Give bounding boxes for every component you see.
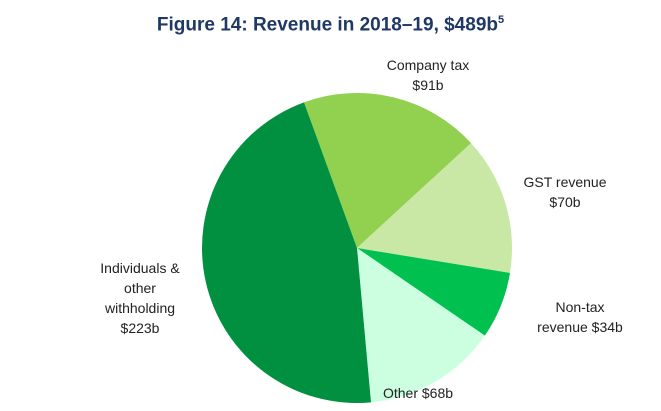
pie-slice — [357, 248, 485, 403]
slice-label: Non-tax revenue $34b — [533, 297, 628, 337]
value-label: $91b — [412, 77, 444, 93]
value-label: $70b — [549, 194, 581, 210]
slice-label: GST revenue $70b — [518, 172, 613, 212]
pie-slice — [357, 143, 512, 273]
value-label: $68b — [421, 385, 454, 401]
category-label: Other — [382, 385, 418, 401]
title-superscript: 5 — [498, 14, 505, 26]
value-label: $223b — [120, 320, 160, 336]
value-label: $34b — [591, 319, 623, 335]
category-label: Individuals & other withholding — [100, 260, 180, 316]
slice-label: Company tax $91b — [382, 55, 474, 95]
chart-title: Figure 14: Revenue in 2018–19, $489b5 — [0, 14, 661, 36]
pie-slice — [201, 102, 372, 404]
category-label: Company tax — [386, 57, 470, 73]
slice-label: Individuals & other withholding $223b — [93, 258, 188, 338]
slice-label: Other $68b — [358, 383, 478, 403]
title-text: Figure 14: Revenue in 2018–19, $489b — [156, 14, 498, 36]
category-label: GST revenue — [523, 174, 607, 190]
category-label: Non-tax revenue — [537, 299, 605, 335]
pie-slice — [303, 92, 472, 248]
pie-slice — [357, 248, 510, 336]
